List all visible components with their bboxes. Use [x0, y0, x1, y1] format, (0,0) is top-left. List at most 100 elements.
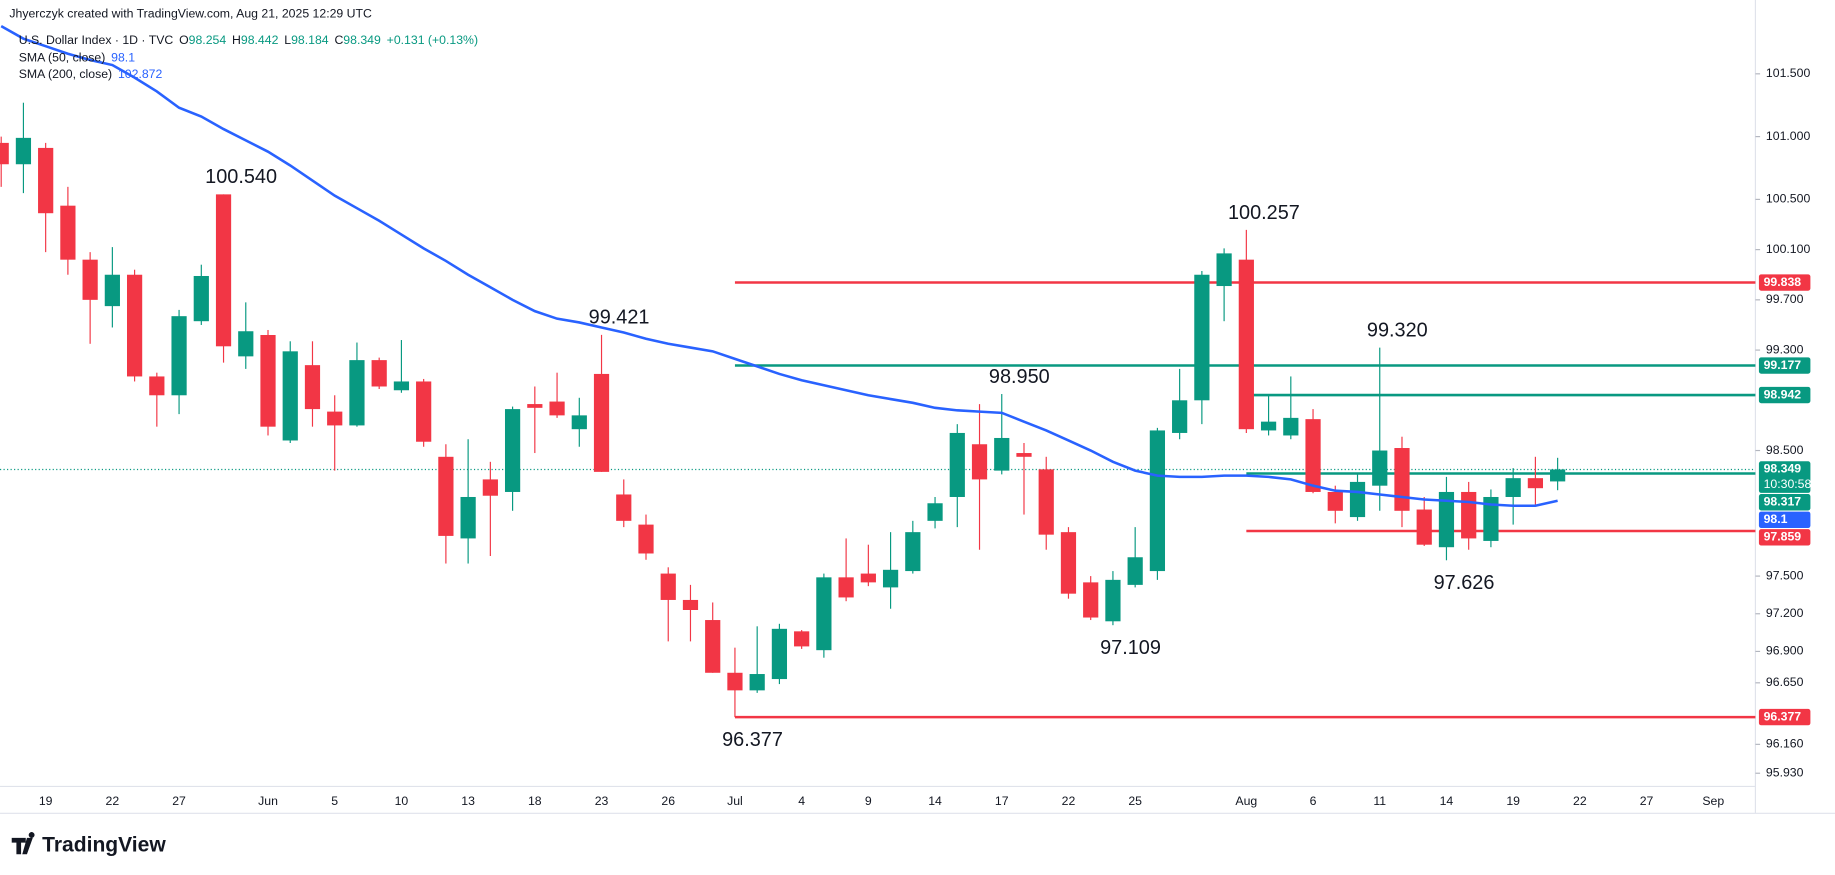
annotation: 99.320 [1367, 319, 1428, 341]
annotation: 100.540 [205, 166, 277, 188]
candle-body [1105, 579, 1121, 622]
x-tick-label: 23 [595, 794, 609, 808]
candle-body [1461, 491, 1477, 539]
logo-mark [11, 832, 35, 855]
candle-body [771, 628, 788, 680]
credit: Jhyerczyk created with TradingView.com, … [9, 6, 372, 20]
candle-body [260, 335, 276, 427]
price-tag-label: 98.1 [1764, 512, 1788, 526]
candle-body [416, 381, 432, 442]
candle-body [149, 376, 165, 396]
x-tick-label: Jul [727, 794, 743, 808]
price-tag [1758, 357, 1811, 374]
ohlc-value: 98.349 [343, 33, 381, 47]
candle-body [393, 381, 410, 391]
x-tick-label: Aug [1235, 794, 1257, 808]
legend-name: SMA (50, close) [19, 51, 106, 65]
price-tag [1758, 386, 1811, 404]
legend-name: SMA (200, close) [19, 67, 112, 81]
ohlc-value: 98.254 [189, 33, 227, 47]
y-tick-label: 96.650 [1766, 675, 1804, 689]
candle-body [1327, 491, 1343, 511]
ohlc-letter: H [232, 33, 241, 47]
candle-body [0, 142, 9, 165]
price-tag-label: 98.942 [1764, 387, 1802, 401]
x-tick-label: 25 [1128, 794, 1142, 808]
candle-body [1349, 481, 1366, 518]
candle-body [349, 360, 365, 426]
brand: TradingView [42, 834, 166, 857]
candle-body [126, 274, 143, 377]
price-tag [1758, 529, 1811, 546]
candle-body [1416, 509, 1432, 545]
candle-body [994, 437, 1010, 471]
y-tick-label: 99.300 [1766, 342, 1804, 356]
candle-body [60, 205, 76, 260]
candle-body [860, 573, 876, 583]
legend-value: 102.872 [118, 67, 163, 81]
ohlc-letter: L [284, 33, 291, 47]
x-tick-label: Jun [258, 794, 278, 808]
candle-body [727, 672, 743, 691]
annotation: 96.377 [722, 729, 783, 751]
y-tick-label: 95.930 [1766, 765, 1804, 779]
candle-body [282, 351, 298, 441]
change: +0.131 (+0.13%) [387, 33, 478, 47]
candle-body [238, 331, 254, 357]
x-tick-label: 10 [395, 794, 409, 808]
annotation: 98.950 [989, 366, 1050, 388]
x-tick-label: 22 [1062, 794, 1076, 808]
ohlc-value: 98.442 [241, 33, 279, 47]
candle-body [504, 409, 521, 492]
legend-row: SMA (200, close) 102.872 [19, 67, 163, 81]
candle-body [82, 259, 98, 300]
candle-body [1238, 259, 1254, 430]
price-tag-label: 99.838 [1764, 275, 1802, 289]
candle-body [1283, 417, 1299, 436]
candle-body [327, 411, 343, 426]
candle-body [1172, 400, 1188, 433]
candle-body [371, 360, 387, 387]
ohlc-letter: O [179, 33, 189, 47]
x-tick-label: 4 [798, 794, 805, 808]
candle-body [460, 496, 476, 539]
candle-body [215, 194, 232, 347]
candle-body [638, 524, 654, 554]
price-tag [1758, 494, 1811, 511]
price-tag-label: 10:30:58 [1764, 477, 1812, 491]
candle-body [1260, 421, 1277, 431]
candle-body [882, 569, 899, 588]
x-tick-label: 6 [1310, 794, 1317, 808]
x-tick-label: 26 [661, 794, 675, 808]
y-tick-label: 97.200 [1766, 606, 1804, 620]
candle-body [1038, 469, 1054, 535]
legend-row: SMA (50, close) 98.1 [19, 51, 135, 65]
candle-body [549, 401, 565, 416]
candle-body [1550, 469, 1566, 482]
candle-body [1127, 557, 1143, 585]
y-tick-label: 100.500 [1766, 192, 1811, 206]
candle-body [1505, 478, 1521, 497]
legend-value: 98.1 [111, 51, 135, 65]
candle-body [949, 432, 965, 497]
candle-body [705, 620, 721, 673]
pane [0, 24, 1756, 719]
price-tag [1758, 511, 1811, 528]
candle-body [838, 577, 854, 598]
candle-body [1305, 419, 1321, 492]
sma-line [0, 24, 1558, 508]
candle-body [1438, 491, 1455, 548]
symbol-title: U.S. Dollar Index · 1D · TVC [19, 33, 174, 47]
x-tick-label: 5 [331, 794, 338, 808]
candle-body [593, 373, 610, 472]
candle-body [749, 674, 765, 691]
price-tag [1758, 461, 1811, 493]
y-tick-label: 97.500 [1766, 568, 1804, 582]
candle-body [1527, 478, 1544, 489]
y-tick-label: 99.700 [1766, 292, 1804, 306]
annotation: 100.257 [1228, 202, 1300, 224]
annotation: 97.109 [1100, 637, 1161, 659]
y-tick-label: 101.000 [1766, 129, 1811, 143]
